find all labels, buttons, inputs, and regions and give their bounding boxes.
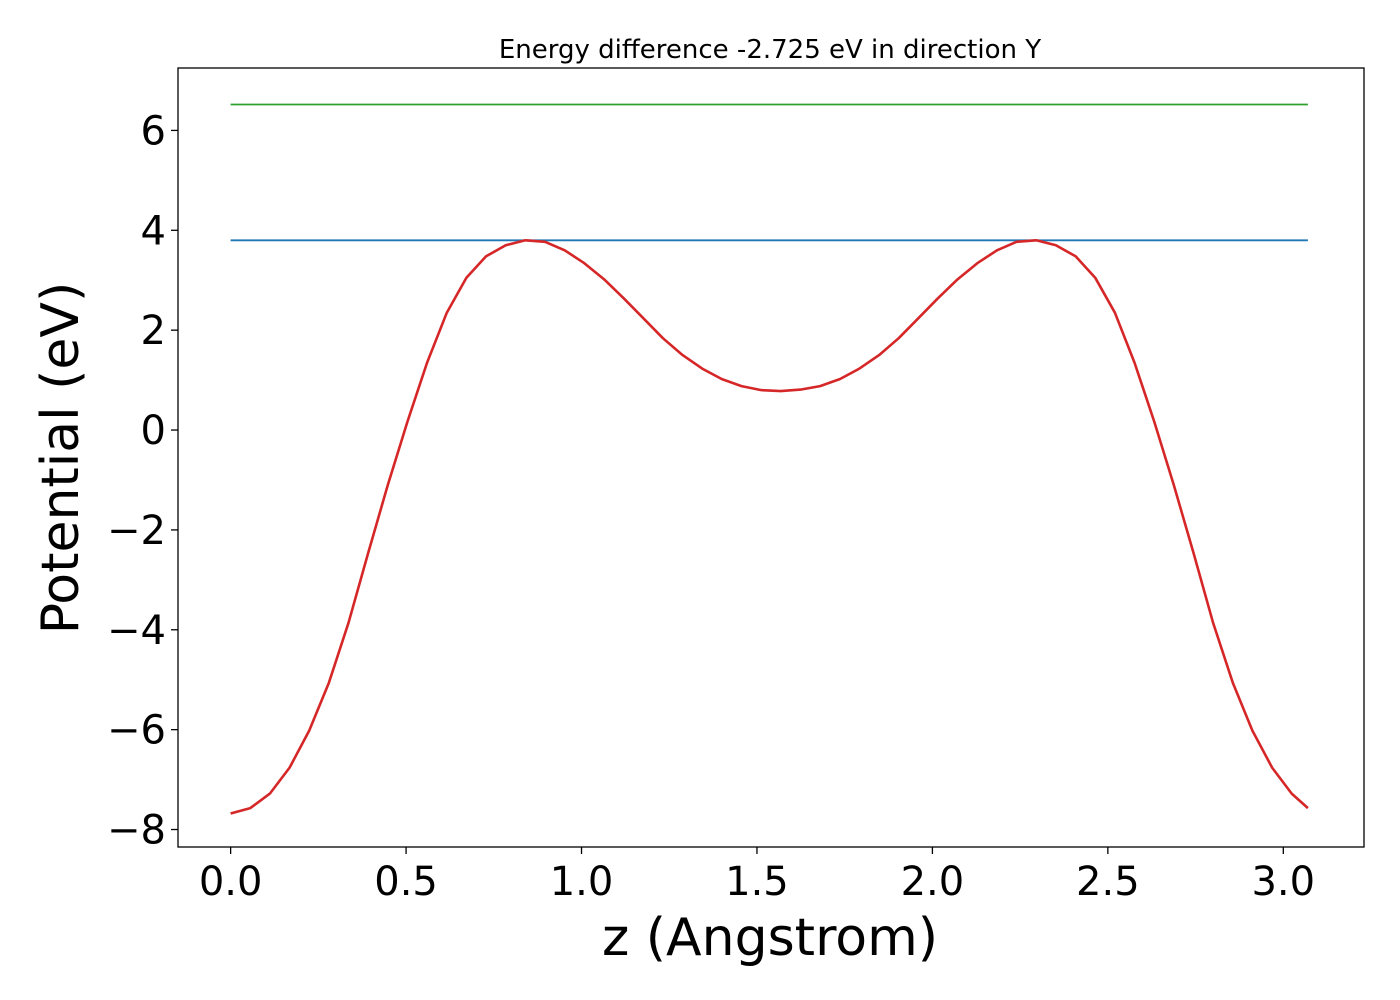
x-tick-label: 0.5 (374, 859, 438, 905)
series-layer (230, 103, 1309, 815)
x-tick-label: 1.0 (550, 859, 614, 905)
y-axis-ticks: −8 −6 −4 −2 0 2 4 6 (107, 108, 178, 854)
x-tick-label: 0.0 (199, 859, 263, 905)
y-tick-label: −2 (107, 508, 166, 554)
x-axis-ticks: 0.0 0.5 1.0 1.5 2.0 2.5 3.0 (199, 847, 1315, 905)
x-tick-label: 1.5 (725, 859, 789, 905)
x-tick-label: 2.0 (901, 859, 965, 905)
y-tick-label: −8 (107, 808, 166, 854)
y-tick-label: −6 (107, 708, 166, 754)
series-line-3 (230, 239, 1309, 815)
chart-title: Energy difference -2.725 eV in direction… (499, 35, 1041, 65)
x-axis-label: z (Angstrom) (602, 908, 938, 968)
plot-frame (177, 67, 1365, 848)
y-tick-label: 6 (141, 108, 166, 154)
y-tick-label: 0 (141, 408, 166, 454)
x-tick-label: 3.0 (1251, 859, 1315, 905)
y-tick-label: −4 (107, 608, 166, 654)
x-tick-label: 2.5 (1076, 859, 1140, 905)
y-tick-label: 2 (141, 308, 166, 354)
y-axis-label: Potential (eV) (31, 282, 91, 634)
y-tick-label: 4 (141, 208, 166, 254)
